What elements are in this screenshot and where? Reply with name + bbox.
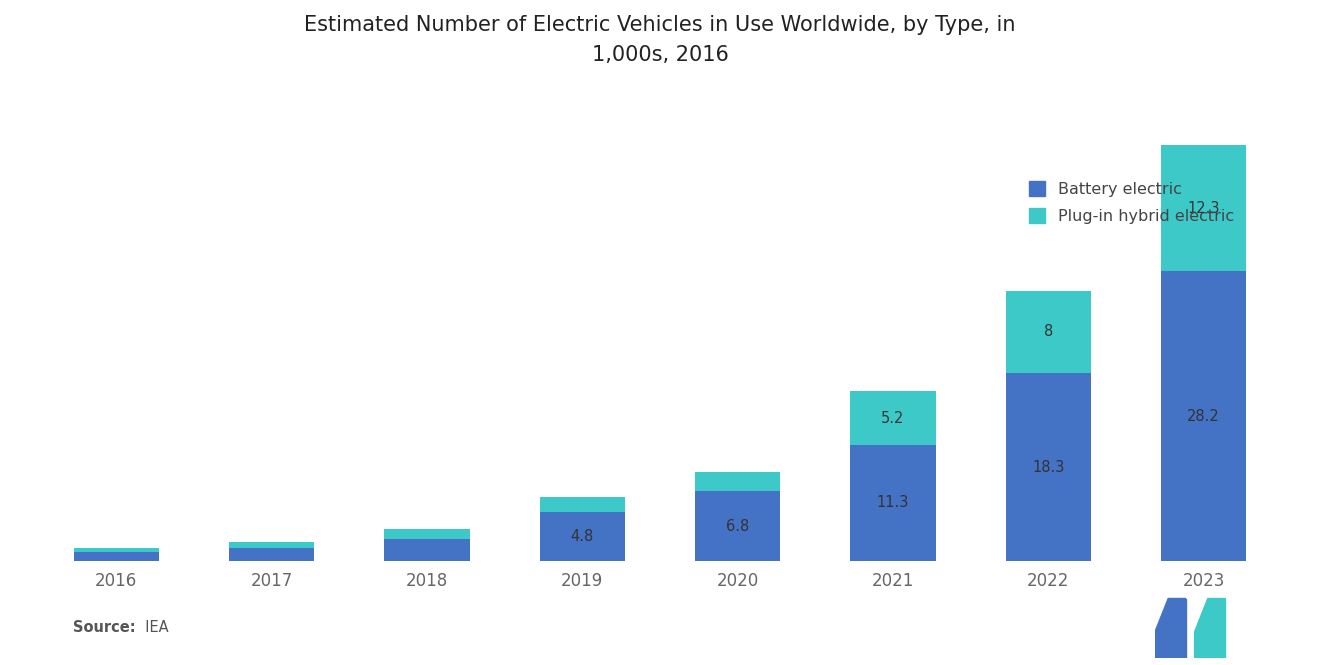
Title: Estimated Number of Electric Vehicles in Use Worldwide, by Type, in
1,000s, 2016: Estimated Number of Electric Vehicles in…	[304, 15, 1016, 65]
Bar	[540, 512, 626, 561]
Bar	[228, 541, 314, 548]
Text: 18.3: 18.3	[1032, 460, 1064, 475]
Bar	[384, 529, 470, 539]
Bar	[1160, 271, 1246, 561]
Polygon shape	[1195, 598, 1225, 658]
Bar	[1006, 373, 1092, 561]
Bar	[1160, 145, 1246, 271]
Bar	[850, 445, 936, 561]
Text: 12.3: 12.3	[1188, 201, 1220, 215]
Bar	[850, 392, 936, 445]
Bar	[74, 552, 160, 561]
Bar	[1006, 291, 1092, 373]
Text: 8: 8	[1044, 325, 1053, 339]
Bar	[540, 497, 626, 512]
Bar	[228, 548, 314, 561]
Text: 28.2: 28.2	[1187, 409, 1220, 424]
Text: Source:: Source:	[73, 620, 135, 635]
Text: 11.3: 11.3	[876, 495, 909, 511]
Bar	[694, 491, 780, 561]
Polygon shape	[1155, 598, 1185, 658]
Polygon shape	[1155, 598, 1185, 658]
Polygon shape	[1195, 598, 1225, 658]
Text: 5.2: 5.2	[882, 411, 904, 426]
Text: 4.8: 4.8	[570, 529, 594, 544]
Legend: Battery electric, Plug-in hybrid electric: Battery electric, Plug-in hybrid electri…	[1030, 182, 1234, 224]
Text: IEA: IEA	[136, 620, 169, 635]
Bar	[694, 471, 780, 491]
Bar	[74, 548, 160, 552]
Text: 6.8: 6.8	[726, 519, 750, 533]
Bar	[384, 539, 470, 561]
